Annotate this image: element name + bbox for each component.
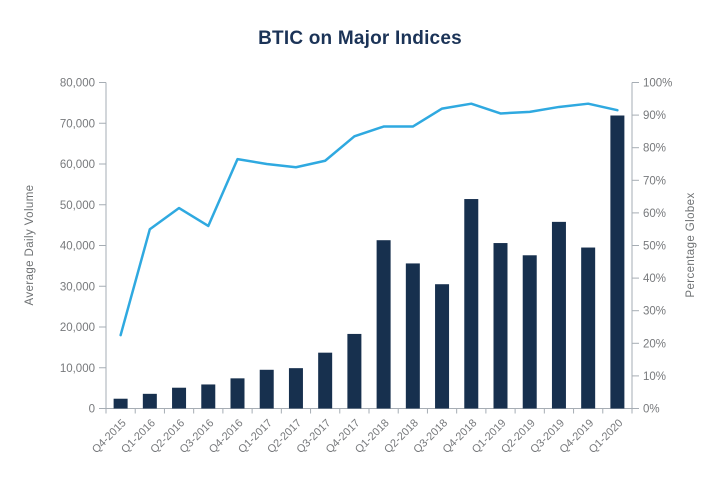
right-axis-tick-label: 70% (643, 175, 666, 187)
bar-Q1-2018 (376, 240, 391, 409)
bar-Q1-2020 (610, 115, 625, 409)
bar-Q1-2016 (142, 393, 157, 409)
left-axis-tick-label: 40,000 (60, 241, 95, 253)
bar-Q3-2019 (551, 221, 566, 409)
left-axis-tick-label: 80,000 (60, 78, 95, 90)
bar-Q4-2019 (581, 247, 596, 409)
bar-Q2-2018 (405, 263, 420, 409)
bar-Q4-2017 (347, 333, 362, 409)
chart-title: BTIC on Major Indices (258, 28, 462, 49)
plot-area: 0 10,000 20,000 30,000 40,000 50,000 60,000 70,… (60, 78, 673, 456)
bar-Q1-2017 (259, 369, 274, 409)
right-axis-tick-label: 10% (643, 371, 666, 383)
right-axis-tick-label: 60% (643, 208, 666, 220)
right-axis-tick-label: 30% (643, 306, 666, 318)
bar-Q4-2016 (230, 378, 245, 409)
right-axis-tick-label: 80% (643, 143, 666, 155)
left-axis-tick-label: 10,000 (60, 363, 95, 375)
left-axis-tick-label: 60,000 (60, 159, 95, 171)
bar-Q3-2017 (318, 352, 333, 409)
right-axis-tick-label: 20% (643, 338, 666, 350)
bar-Q2-2017 (288, 368, 303, 409)
bar-Q1-2019 (493, 243, 508, 409)
percentage-globex-line (119, 102, 619, 337)
right-axis-tick-label: 0% (643, 404, 660, 416)
right-axis-tick-label: 100% (643, 78, 672, 90)
left-axis-label: Average Daily Volume (24, 185, 36, 306)
bar-Q4-2018 (464, 199, 479, 409)
right-axis-tick-label: 50% (643, 241, 666, 253)
left-axis-tick-label: 20,000 (60, 322, 95, 334)
bar-Q3-2018 (435, 284, 450, 409)
left-axis-tick-label: 70,000 (60, 118, 95, 130)
left-axis-tick-label: 50,000 (60, 200, 95, 212)
bar-Q2-2016 (172, 387, 187, 409)
left-axis-tick-label: 30,000 (60, 281, 95, 293)
bar-Q3-2016 (201, 384, 216, 409)
bar-Q4-2015 (113, 398, 128, 409)
right-axis-label: Percentage Globex (685, 192, 697, 297)
right-axis-tick-label: 40% (643, 273, 666, 285)
left-axis-tick-label: 0 (89, 404, 95, 416)
bar-Q2-2019 (522, 255, 537, 409)
right-axis-tick-label: 90% (643, 110, 666, 122)
